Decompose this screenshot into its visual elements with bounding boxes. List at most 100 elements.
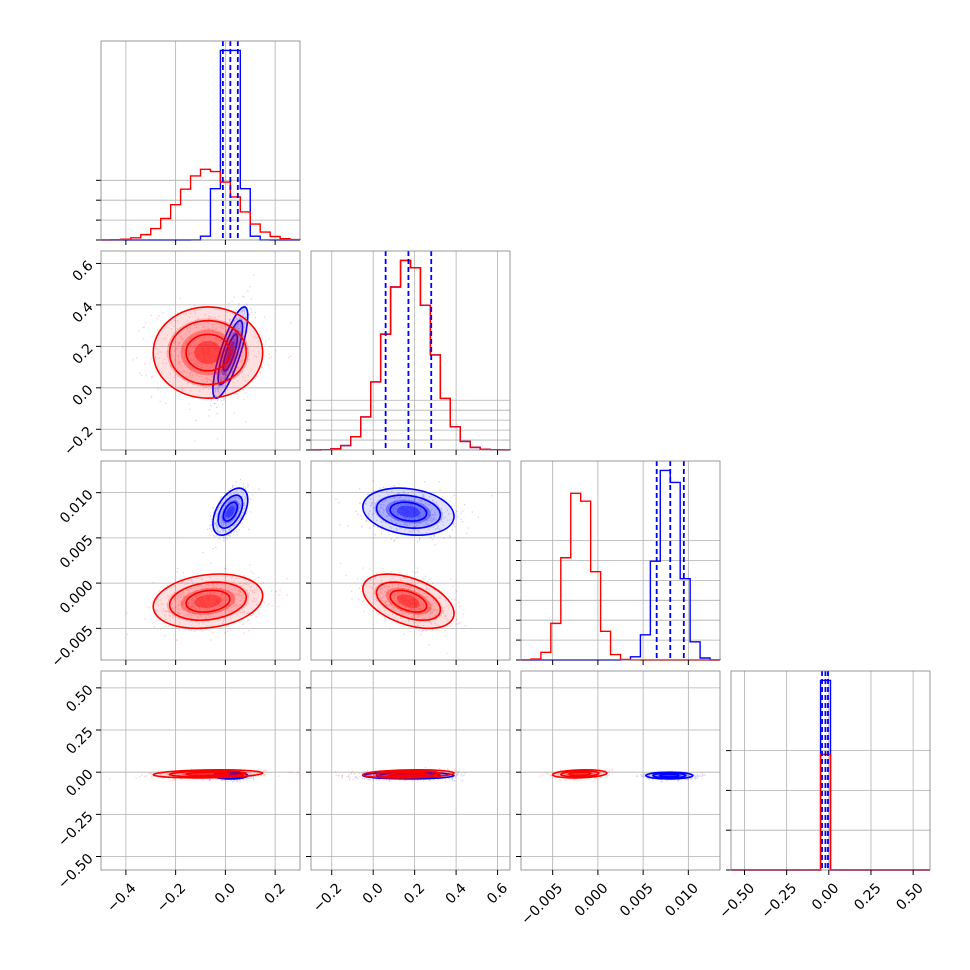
density-fill: [397, 594, 420, 608]
contour-line: [652, 772, 687, 779]
density-fill: [385, 587, 432, 615]
y-tick-label: 0.25: [63, 724, 96, 757]
y-tick-label: 0.000: [57, 577, 97, 617]
panel-frame: [310, 250, 511, 451]
histogram-blue: [310, 259, 511, 451]
scatter-panel-4-3: [516, 670, 721, 875]
density-fill: [663, 774, 676, 777]
hist-panel-4: [726, 670, 931, 871]
x-tick-label: −0.4: [104, 880, 139, 915]
density-fill: [180, 329, 236, 376]
histogram-blue: [101, 49, 300, 241]
contour-line: [389, 771, 428, 777]
x-tick-label: 0.4: [443, 880, 470, 907]
x-tick-label: −0.005: [518, 880, 566, 928]
hist-panel-1: [96, 40, 301, 241]
density-fill: [374, 494, 443, 530]
density-fill: [194, 772, 222, 775]
y-tick-label: 0.010: [57, 487, 97, 527]
contour-line: [152, 769, 264, 779]
y-tick-label: −0.50: [55, 851, 97, 893]
y-tick-label: 0.4: [70, 299, 97, 326]
density-fill: [397, 505, 420, 518]
panel-frame: [520, 670, 721, 871]
scatter-panel-2-1: −0.2 0.0 0.2 0.4 0.6: [61, 250, 301, 459]
scatter-panel-4-1: −0.50−0.25 0.00 0.25 0.50: [55, 670, 301, 893]
contour-line: [217, 319, 244, 386]
x-tick-label: 0.005: [617, 880, 657, 920]
density-fill: [166, 318, 250, 387]
contour-line: [551, 769, 608, 779]
contour-line: [560, 770, 600, 778]
y-tick-label: 0.005: [57, 532, 97, 572]
y-tick-label: 0.0: [70, 382, 97, 409]
density-fill: [362, 488, 455, 536]
contour-line: [168, 581, 248, 621]
scatter-points-blue: [335, 480, 493, 546]
contour-line: [659, 773, 680, 778]
contour-line: [152, 306, 264, 399]
contour-line: [362, 573, 455, 630]
panel-frame: [310, 460, 511, 661]
hist-panel-3: [516, 460, 721, 661]
y-tick-label: −0.25: [55, 809, 97, 851]
panel-frame: [730, 670, 931, 871]
hist-panel-2: [306, 250, 511, 451]
density-fill: [194, 341, 222, 364]
x-tick-label: 0.50: [893, 880, 926, 913]
x-tick-label: −0.50: [716, 880, 758, 922]
x-tick-label: 0.6: [484, 880, 511, 907]
x-tick-label: 0.00: [809, 880, 842, 913]
panel-frame: [100, 40, 301, 241]
panel-frame: [310, 670, 511, 871]
scatter-points-blue: [202, 479, 260, 554]
density-fill: [397, 772, 420, 775]
density-fill: [573, 772, 587, 775]
panel-frame: [100, 670, 301, 871]
contour-line: [212, 487, 249, 536]
x-tick-label: 0.2: [262, 880, 289, 907]
contour-line: [375, 494, 442, 529]
x-tick-label: 0.000: [572, 880, 612, 920]
contour-line: [362, 487, 455, 536]
x-tick-label: 0.2: [401, 880, 428, 907]
contour-line: [168, 319, 248, 386]
scatter-points-red: [126, 562, 288, 641]
panel-frame: [520, 460, 721, 661]
y-tick-label: 0.6: [70, 258, 97, 285]
x-tick-label: −0.2: [310, 880, 345, 915]
contour-line: [185, 333, 231, 372]
histogram-red: [731, 753, 930, 871]
panel-frame: [100, 250, 301, 451]
contour-line: [375, 770, 442, 778]
contour-line: [185, 589, 231, 613]
contour-line: [362, 769, 455, 779]
density-fill: [221, 499, 240, 524]
density-fill: [153, 574, 263, 629]
contour-line: [389, 501, 428, 522]
x-tick-label: −0.25: [759, 880, 801, 922]
x-tick-label: 0.0: [360, 880, 387, 907]
y-tick-label: −0.005: [49, 623, 97, 671]
contour-line: [168, 770, 248, 778]
contour-line: [375, 581, 442, 621]
x-tick-label: 0.25: [851, 880, 884, 913]
contour-line: [185, 771, 231, 777]
density-fill: [362, 574, 455, 629]
scatter-panel-3-1: −0.005 0.000 0.005 0.010: [49, 460, 301, 671]
contour-line: [222, 333, 239, 372]
x-tick-label: 0.010: [662, 880, 702, 920]
x-tick-label: −0.2: [154, 880, 189, 915]
histogram-red: [100, 168, 301, 241]
contour-line: [568, 771, 592, 777]
contour-line: [389, 589, 428, 613]
panel-frame: [100, 460, 301, 661]
contour-line: [217, 494, 244, 529]
contour-line: [222, 501, 239, 522]
y-tick-label: −0.2: [61, 424, 96, 459]
density-fill: [194, 594, 222, 608]
y-tick-label: 0.50: [63, 682, 96, 715]
density-fill: [225, 505, 235, 518]
scatter-panel-3-2: [306, 460, 511, 665]
